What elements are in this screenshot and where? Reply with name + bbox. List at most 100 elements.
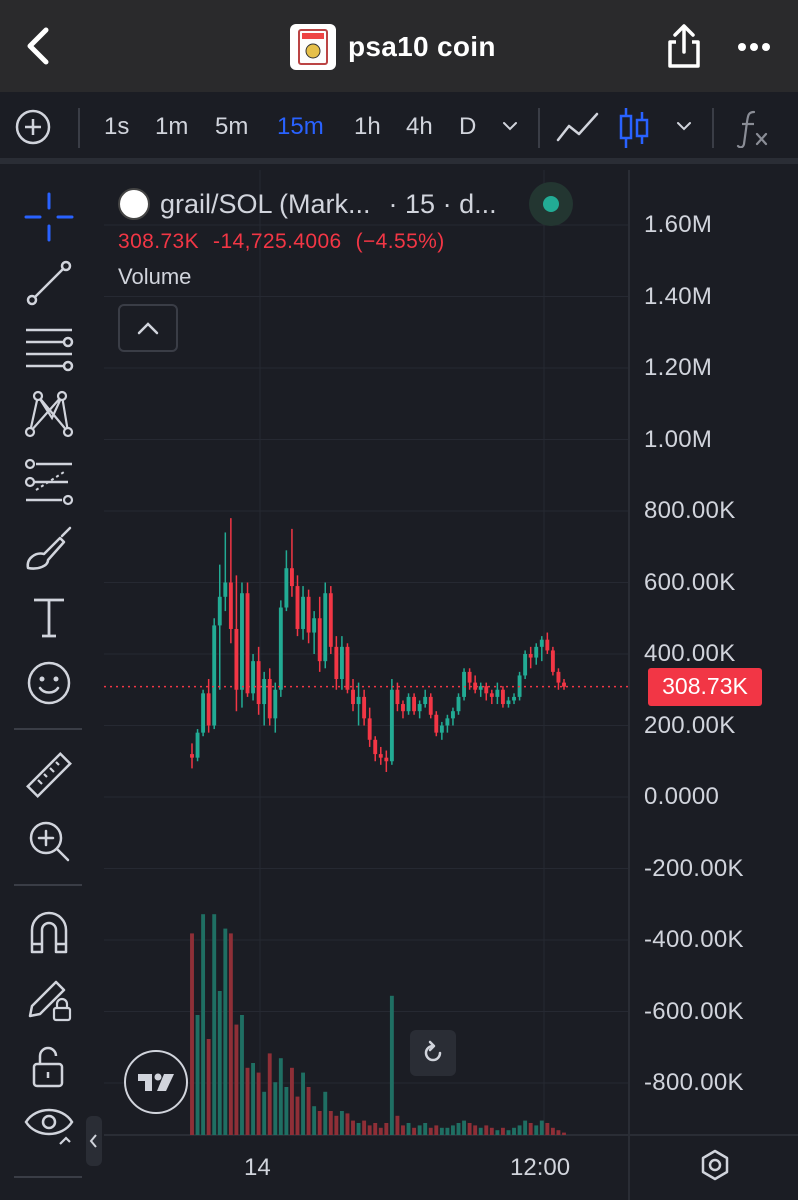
share-icon[interactable] (662, 22, 706, 70)
price-change: -14,725.4006 (213, 230, 342, 253)
emoji-icon[interactable] (22, 656, 76, 710)
tradingview-logo-icon[interactable] (124, 1050, 188, 1114)
candle-body (401, 704, 405, 712)
candle-body (489, 693, 494, 697)
pattern-icon[interactable] (22, 386, 76, 440)
candle-body (462, 671, 467, 697)
volume-bar (278, 1058, 283, 1135)
price-axis-label: 400.00K (644, 640, 736, 667)
interval-15m[interactable]: 15m (277, 113, 324, 140)
volume-bar (367, 1125, 372, 1135)
header-title-group[interactable]: psa10 coin (290, 24, 496, 70)
magnet-icon[interactable] (22, 906, 76, 960)
volume-bar (445, 1127, 450, 1135)
volume-bar (550, 1127, 555, 1135)
candle-body (262, 679, 267, 705)
price-axis-label: 1.60M (644, 211, 713, 238)
ruler-icon[interactable] (22, 748, 76, 802)
volume-bar (412, 1127, 417, 1135)
fx-indicator-icon[interactable] (736, 108, 770, 148)
candle-body (301, 596, 305, 629)
interval-d[interactable]: D (459, 113, 477, 140)
back-arrow-icon[interactable] (18, 24, 58, 68)
candle-body (539, 639, 544, 647)
candle-body (339, 646, 344, 680)
interval-1s[interactable]: 1s (104, 113, 130, 140)
legend-collapse-button[interactable] (118, 304, 178, 352)
volume-bar (289, 1067, 294, 1135)
chart-settings-icon[interactable] (698, 1148, 732, 1182)
price-change-line: 308.73K -14,725.4006 (−4.55%) (118, 230, 573, 254)
projection-icon[interactable] (22, 454, 76, 508)
volume-indicator-label[interactable]: Volume (118, 264, 192, 289)
candle-body (456, 696, 461, 712)
volume-bar (545, 1123, 550, 1135)
volume-bar (462, 1120, 467, 1135)
volume-bar (389, 995, 394, 1135)
candle-body (506, 700, 511, 705)
candle-body (439, 725, 444, 733)
candle-body (195, 732, 200, 758)
candle-body (190, 754, 194, 758)
chevron-down-icon[interactable] (674, 116, 694, 136)
price-axis-label: 1.40M (644, 282, 713, 310)
sidebar-collapse-tab[interactable] (86, 1116, 102, 1166)
candle-body (389, 689, 394, 762)
rotate-icon (424, 1040, 442, 1062)
candle-body (345, 646, 350, 690)
market-status-icon[interactable] (528, 182, 573, 226)
chart-pane[interactable]: grail/SOL (Mark... · 15 · d... 308.73K -1… (104, 170, 798, 1200)
current-price-label: 308.73K (648, 667, 762, 706)
interval-1m[interactable]: 1m (155, 113, 189, 140)
interval-1h[interactable]: 1h (354, 113, 381, 140)
candlestick-icon[interactable] (618, 106, 650, 150)
volume-bar (423, 1123, 428, 1135)
price-axis-label: -800.00K (644, 1069, 744, 1096)
volume-bar (262, 1091, 267, 1135)
volume-bar (328, 1111, 333, 1135)
volume-bar (384, 1123, 389, 1135)
price-axis-label: 0.0000 (644, 783, 720, 810)
volume-bar (523, 1120, 528, 1135)
candle-body (217, 596, 222, 626)
candle-body (367, 718, 372, 740)
brush-icon[interactable] (22, 522, 76, 576)
candle-body (373, 739, 378, 755)
lock-drawing-icon[interactable] (22, 972, 76, 1026)
text-icon[interactable] (22, 590, 76, 644)
volume-bar (201, 914, 206, 1135)
candle-body (334, 646, 339, 680)
add-circle-icon[interactable] (14, 108, 52, 146)
fib-retracement-icon[interactable] (22, 320, 76, 374)
chevron-up-icon (137, 322, 159, 335)
candle-body (201, 693, 206, 733)
volume-bar (245, 1067, 250, 1135)
drawing-toolbar (0, 170, 98, 1200)
candle-body (523, 654, 528, 676)
volume-bar (539, 1120, 544, 1135)
price-chart[interactable] (104, 170, 798, 1200)
candle-body (234, 628, 239, 690)
volume-bar (312, 1106, 317, 1135)
volume-bar (378, 1127, 383, 1135)
candle-body (384, 757, 389, 762)
interval-5m[interactable]: 5m (215, 113, 249, 140)
chevron-down-icon[interactable] (500, 116, 520, 136)
more-dots-icon[interactable] (732, 30, 776, 64)
crosshair-icon[interactable] (22, 190, 76, 244)
candle-body (500, 689, 505, 705)
volume-bar (256, 1072, 261, 1135)
line-chart-icon[interactable] (555, 108, 601, 148)
eye-icon[interactable] (22, 1098, 76, 1152)
trendline-icon[interactable] (22, 256, 76, 310)
reset-chart-button[interactable] (410, 1030, 456, 1076)
zoom-in-icon[interactable] (22, 814, 76, 868)
candle-body (317, 618, 322, 662)
volume-bar (206, 1039, 211, 1135)
volume-bar (284, 1087, 289, 1135)
lock-icon[interactable] (22, 1040, 76, 1094)
symbol-name[interactable]: grail/SOL (Mark... (160, 188, 371, 219)
candle-body (550, 650, 555, 672)
volume-bar (489, 1127, 494, 1135)
interval-4h[interactable]: 4h (406, 113, 433, 140)
